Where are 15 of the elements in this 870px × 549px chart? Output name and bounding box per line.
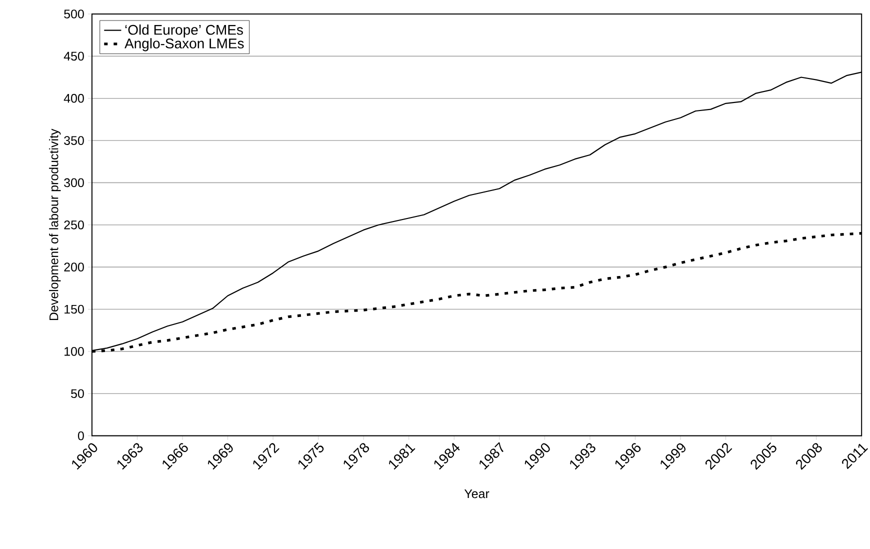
x-axis-title: Year bbox=[464, 490, 490, 498]
y-tick-label: 400 bbox=[64, 94, 84, 103]
y-axis-title: Development of labour productivity bbox=[49, 128, 61, 320]
legend-label: ‘Old Europe’ CMEs bbox=[125, 24, 243, 38]
y-tick-label: 450 bbox=[64, 52, 84, 61]
y-tick-label: 150 bbox=[64, 304, 84, 314]
y-tick-label: 100 bbox=[64, 347, 84, 356]
y-tick-label: 250 bbox=[64, 220, 84, 230]
y-tick-label: 500 bbox=[64, 10, 84, 19]
y-tick-label: 0 bbox=[78, 432, 84, 440]
y-tick-label: 300 bbox=[64, 178, 84, 188]
y-tick-label: 50 bbox=[71, 389, 84, 398]
legend-label: Anglo-Saxon LMEs bbox=[124, 38, 244, 52]
y-tick-label: 350 bbox=[64, 136, 84, 146]
y-tick-label: 200 bbox=[64, 262, 84, 272]
